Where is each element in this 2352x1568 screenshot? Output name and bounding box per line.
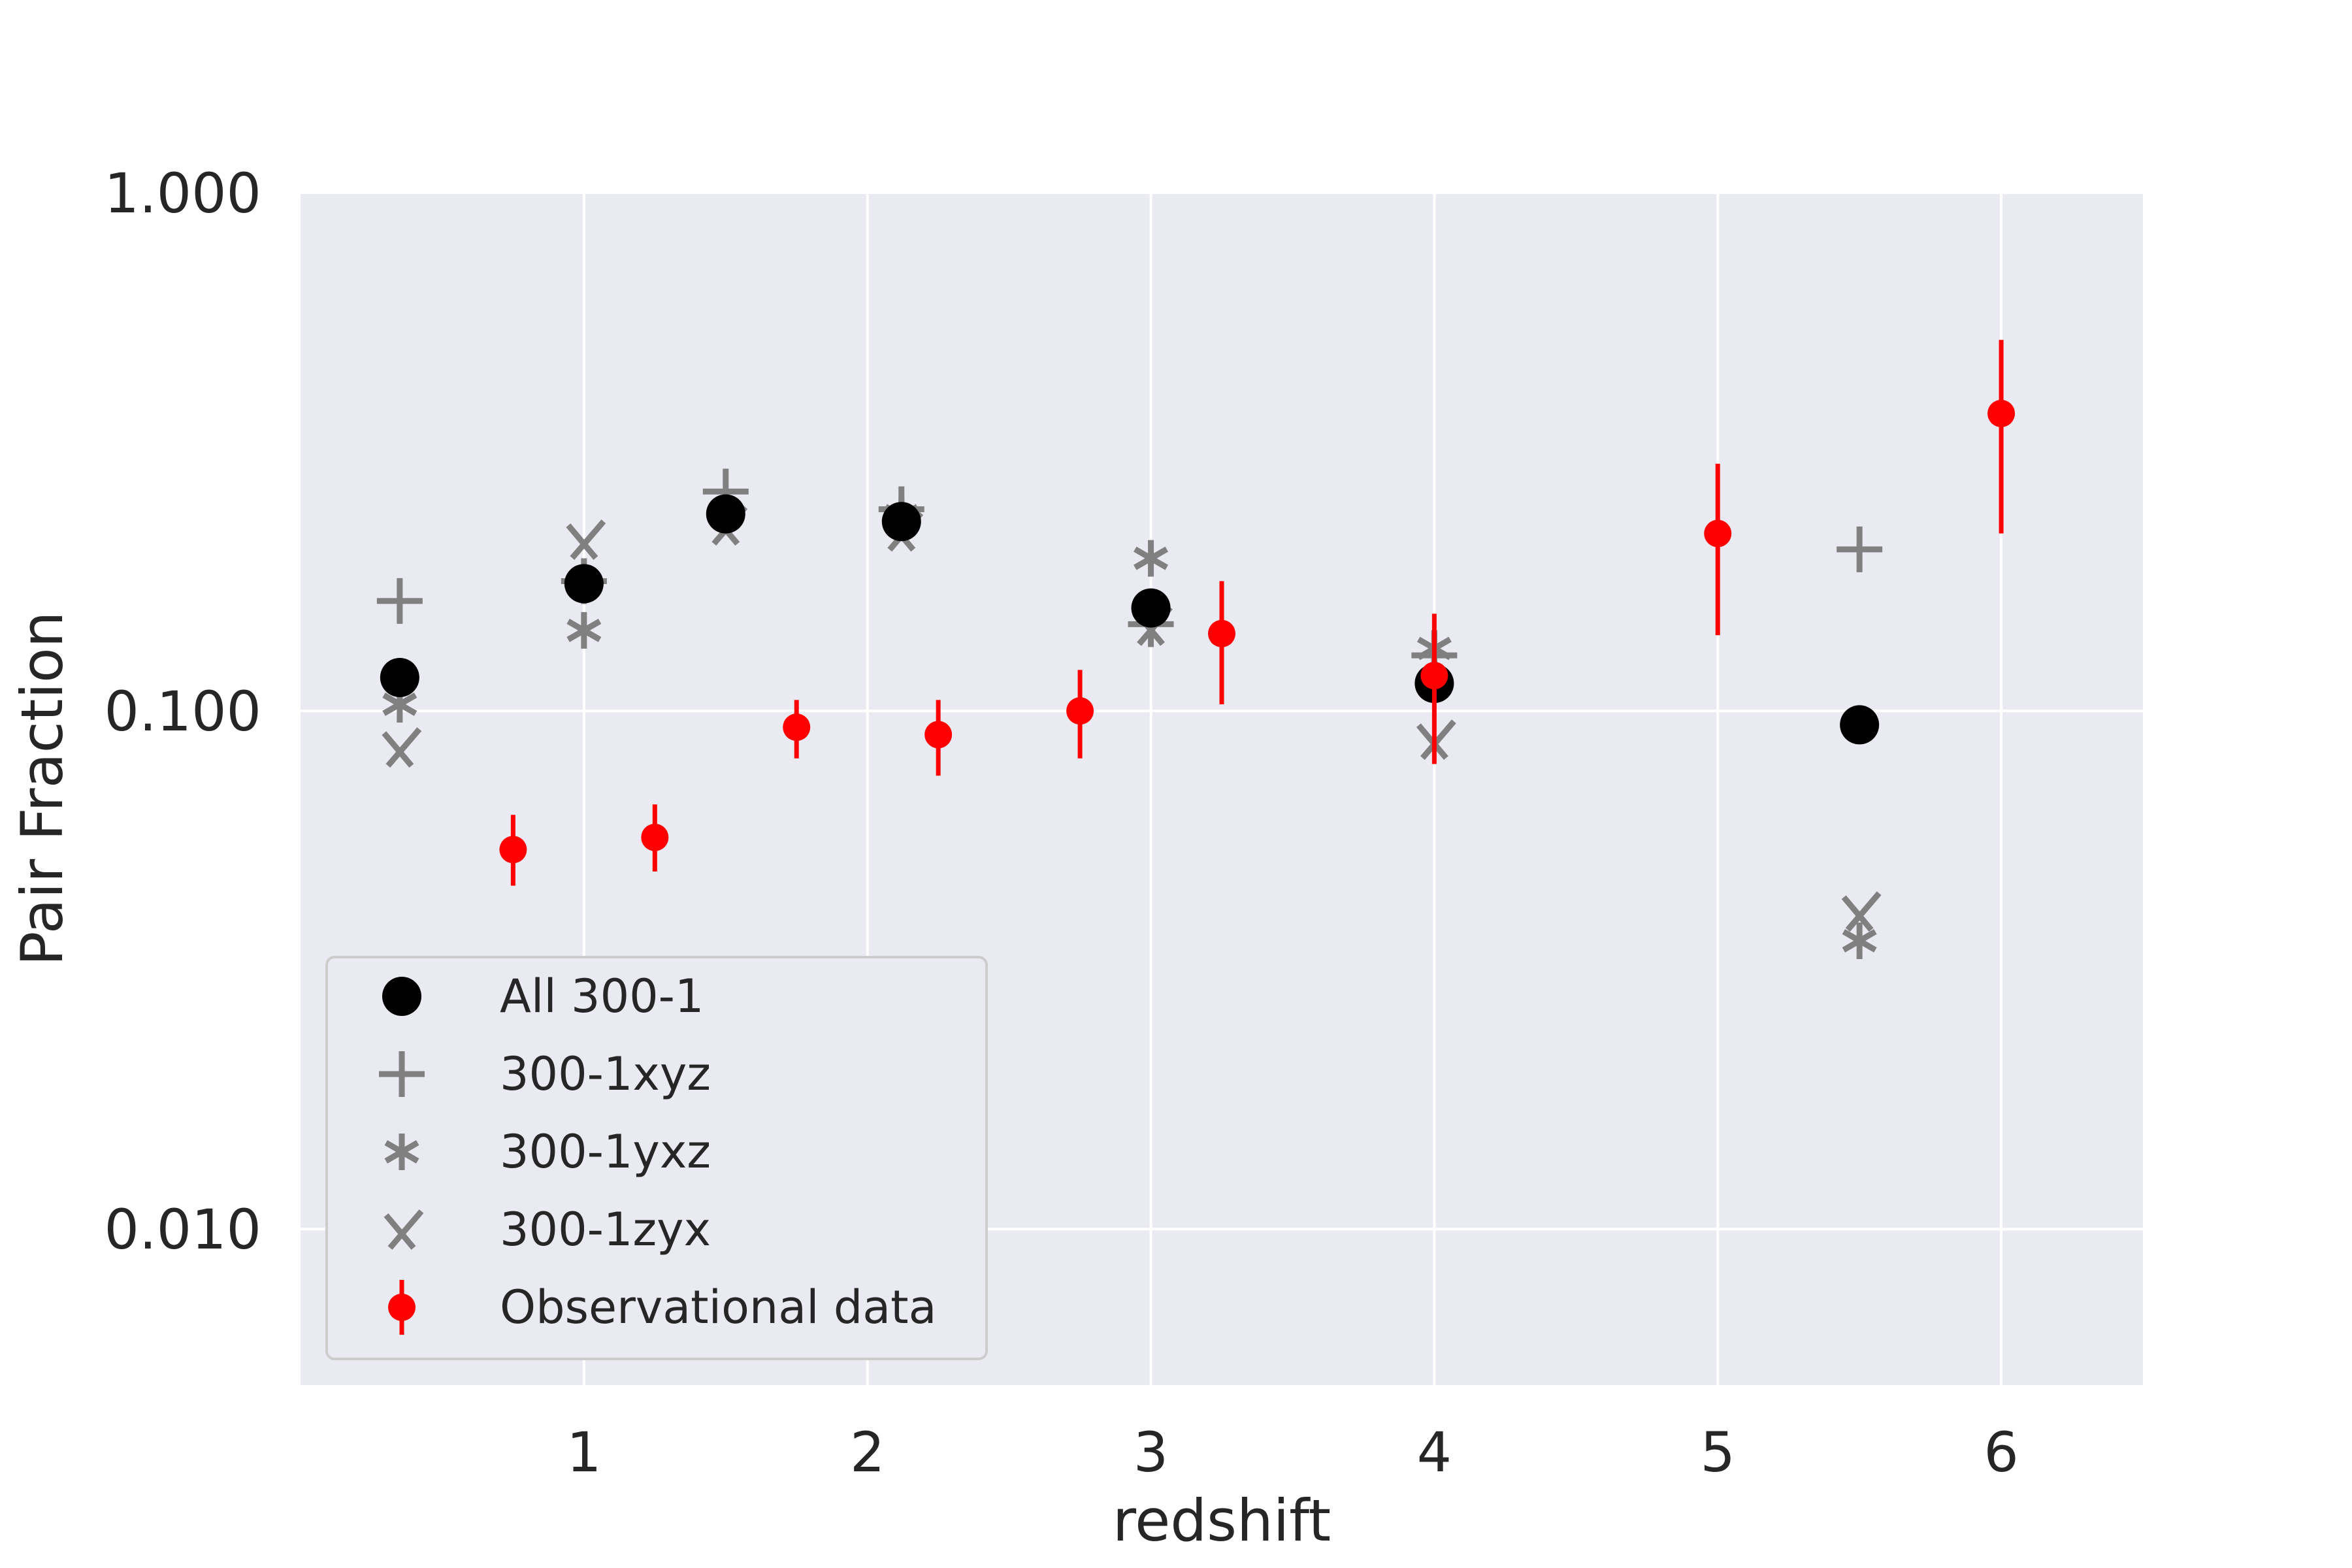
x-tick-label: 4 xyxy=(1417,1420,1452,1484)
x-tick-label: 2 xyxy=(850,1420,885,1484)
x-tick-labels: 1 2 3 4 5 6 xyxy=(566,1420,2019,1484)
legend-marker xyxy=(379,1051,425,1097)
data-point xyxy=(1066,697,1094,725)
legend-label: 300-1yxz xyxy=(500,1125,711,1179)
data-point xyxy=(1837,526,1883,572)
data-point xyxy=(1208,619,1235,647)
data-point xyxy=(1420,662,1448,690)
legend-marker xyxy=(388,1294,416,1321)
data-point xyxy=(1842,923,1877,960)
data-point xyxy=(1841,891,1882,932)
data-point xyxy=(1131,588,1171,628)
y-axis-label: Pair Fraction xyxy=(8,612,76,966)
y-tick-label: 1.000 xyxy=(105,161,261,225)
data-point xyxy=(881,502,921,542)
y-tick-labels: 0.010 0.100 1.000 xyxy=(105,161,261,1262)
legend: All 300-1 300-1xyz 300-1yxz 300-1zyx Observa… xyxy=(325,956,988,1360)
legend-label: 300-1zyx xyxy=(500,1203,711,1256)
x-axis-label: redshift xyxy=(1113,1487,1331,1554)
legend-marker xyxy=(382,977,421,1016)
x-tick-label: 5 xyxy=(1701,1420,1735,1484)
y-tick-label: 0.010 xyxy=(105,1198,261,1262)
x-tick-label: 3 xyxy=(1134,1420,1168,1484)
y-tick-label: 0.100 xyxy=(105,679,261,743)
data-point xyxy=(1134,540,1169,577)
data-point xyxy=(380,658,419,697)
data-point xyxy=(499,836,527,864)
data-point xyxy=(564,564,604,604)
data-marks xyxy=(376,340,2016,960)
series-observational-data xyxy=(499,340,2016,886)
data-point xyxy=(706,494,745,534)
legend-frame xyxy=(325,956,988,1360)
legend-label: 300-1xyz xyxy=(500,1047,711,1101)
data-point xyxy=(1704,519,1732,547)
data-point xyxy=(924,721,953,749)
legend-label: Observational data xyxy=(500,1281,937,1334)
legend-label: All 300-1 xyxy=(500,970,704,1023)
x-tick-label: 6 xyxy=(1984,1420,2018,1484)
data-point xyxy=(641,823,669,851)
data-point xyxy=(1987,399,2016,427)
data-point xyxy=(376,578,423,624)
x-tick-label: 1 xyxy=(566,1420,601,1484)
data-point xyxy=(382,727,422,768)
data-point xyxy=(566,519,606,560)
data-point xyxy=(1840,705,1880,745)
data-point xyxy=(783,713,811,742)
data-point xyxy=(566,612,602,649)
legend-marker xyxy=(384,1134,419,1170)
grid-lines xyxy=(301,191,2143,1385)
legend-marker xyxy=(384,1209,424,1250)
